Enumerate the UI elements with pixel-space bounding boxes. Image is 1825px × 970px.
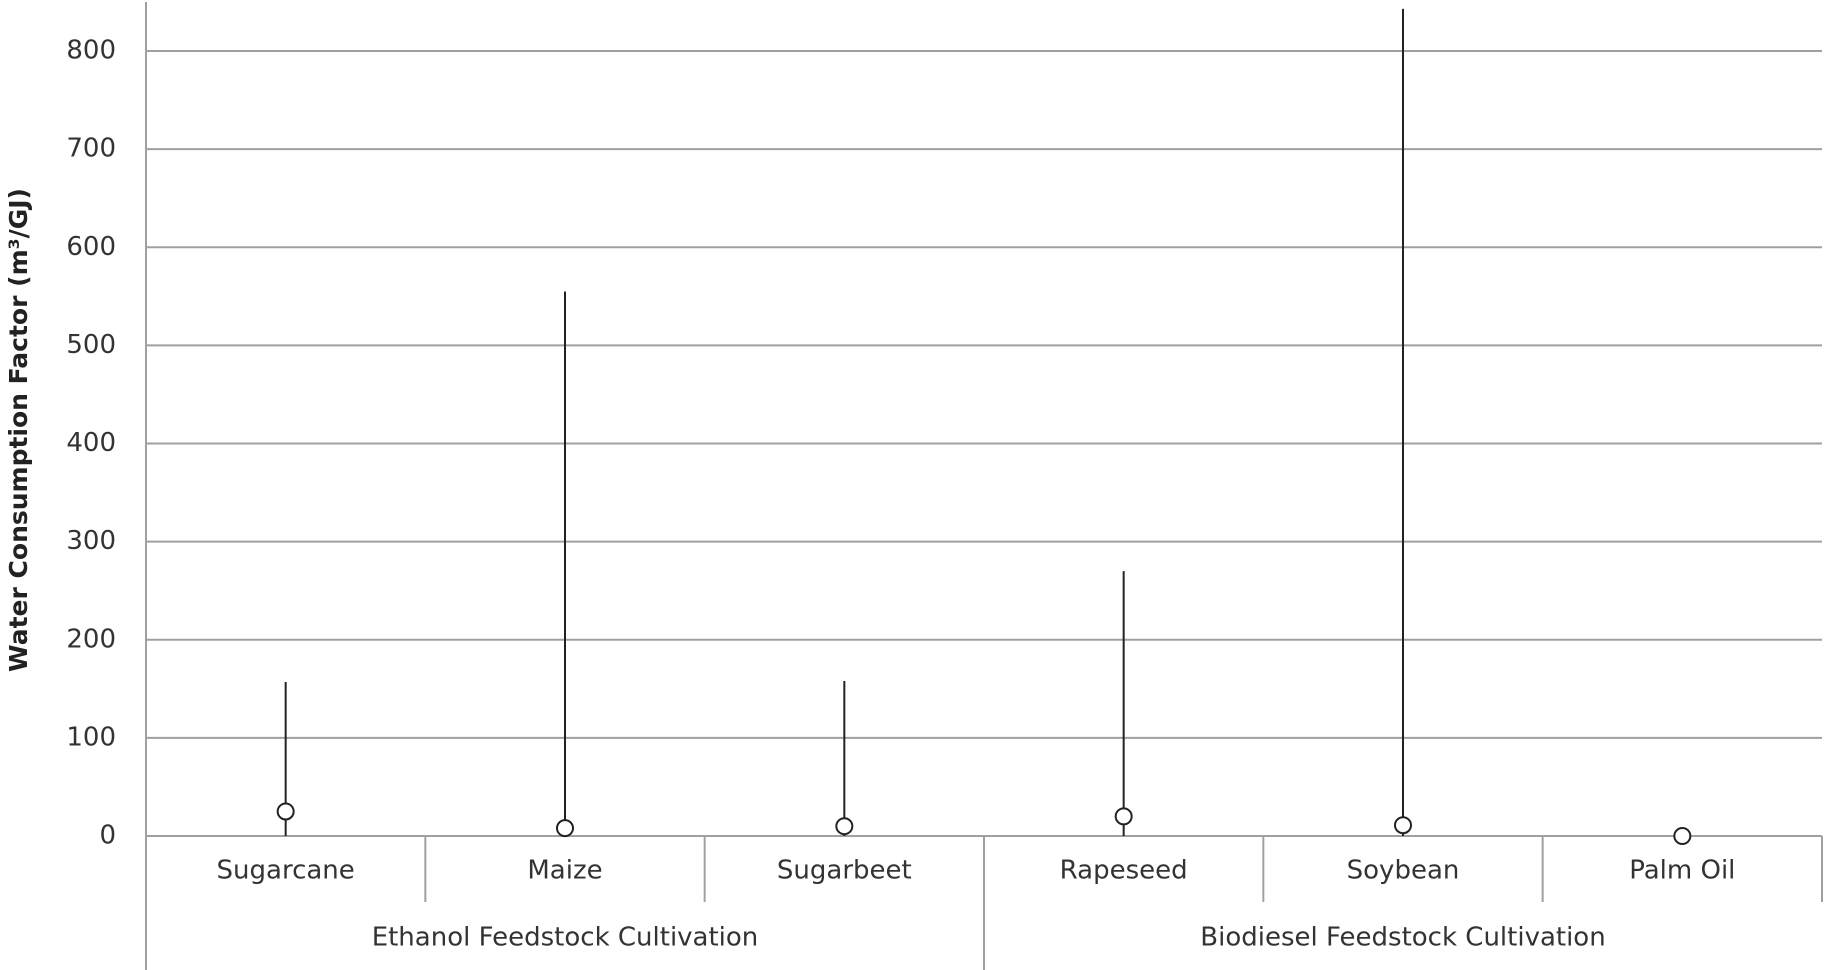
y-tick-label: 100	[66, 722, 116, 752]
median-marker	[1394, 816, 1412, 835]
y-tick-label: 800	[66, 36, 116, 66]
y-axis-title: Water Consumption Factor (m³/GJ)	[4, 188, 33, 672]
y-tick-label: 200	[66, 624, 116, 654]
x-tick-label: Rapeseed	[1060, 856, 1188, 886]
x-tick-label: Palm Oil	[1629, 856, 1735, 886]
x-tick-label: Sugarbeet	[777, 856, 912, 886]
y-tick-label: 500	[66, 330, 116, 360]
median-marker	[835, 817, 854, 836]
x-tick-label: Soybean	[1347, 856, 1460, 886]
y-tick-label: 400	[66, 428, 116, 458]
median-marker	[1114, 807, 1133, 826]
x-tick-label: Maize	[527, 856, 602, 886]
median-marker	[276, 802, 295, 821]
y-tick-label: 600	[66, 232, 116, 262]
group-label: Biodiesel Feedstock Cultivation	[1200, 923, 1605, 953]
x-tick-label: Sugarcane	[217, 856, 355, 886]
median-marker	[1673, 827, 1692, 845]
y-tick-label: 300	[66, 526, 116, 556]
y-tick-label: 0	[99, 821, 116, 851]
y-tick-label: 700	[66, 134, 116, 164]
group-label: Ethanol Feedstock Cultivation	[372, 923, 759, 953]
median-marker	[556, 819, 574, 838]
